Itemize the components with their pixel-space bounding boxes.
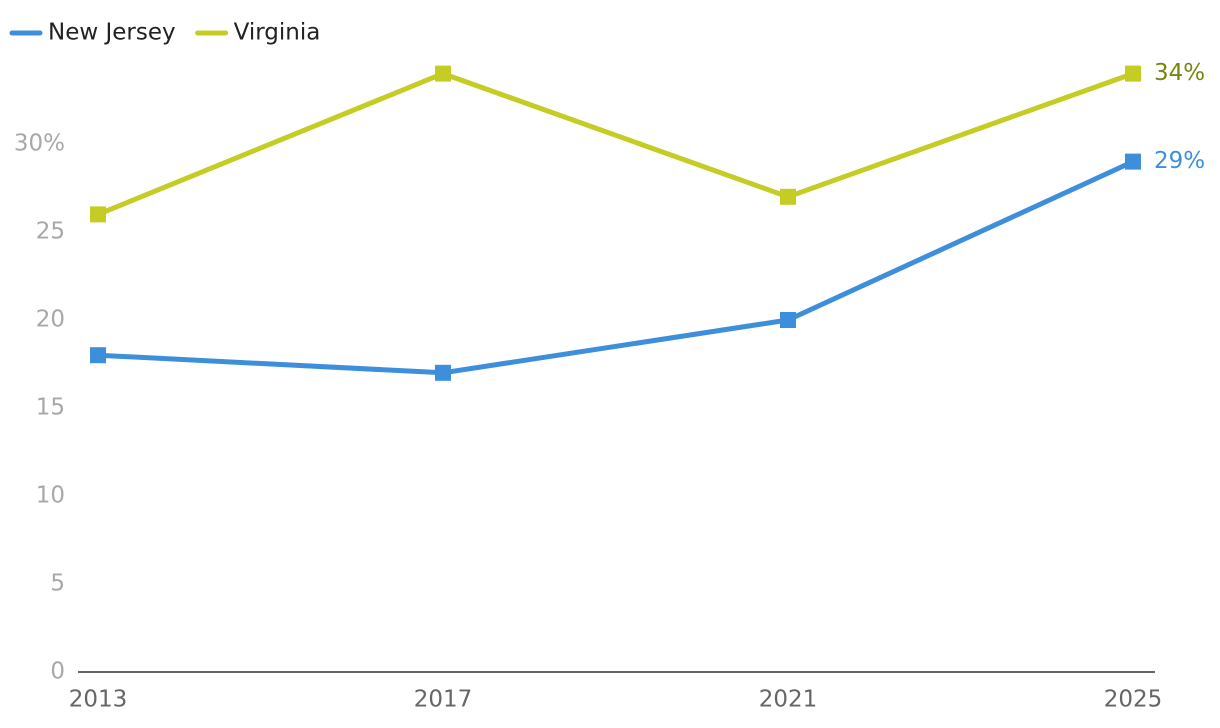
point-marker [90,206,106,223]
y-tick-label: 20 [36,307,65,333]
y-tick-label: 10 [36,483,65,509]
legend-label: New Jersey [48,20,176,46]
point-marker [1125,65,1141,82]
series-line [97,71,1134,217]
point-marker [90,347,106,364]
x-tick-label: 2017 [414,687,473,713]
legend-label: Virginia [234,20,321,46]
y-tick-label: 5 [50,571,65,597]
x-tick-label: 2025 [1104,687,1163,713]
y-tick-label: 25 [36,219,65,245]
y-tick-label: 30% [14,131,65,157]
value-label: 34% [1154,60,1205,86]
x-tick-label: 2021 [759,687,818,713]
point-marker [435,364,451,381]
point-marker [780,188,796,205]
point-marker [780,312,796,328]
series-line [97,159,1135,376]
value-label: 29% [1154,148,1205,174]
point-marker [1125,153,1141,170]
y-tick-label: 15 [36,395,65,421]
x-tick-label: 2013 [69,687,128,713]
y-tick-label: 0 [50,659,65,685]
point-marker [435,65,451,82]
